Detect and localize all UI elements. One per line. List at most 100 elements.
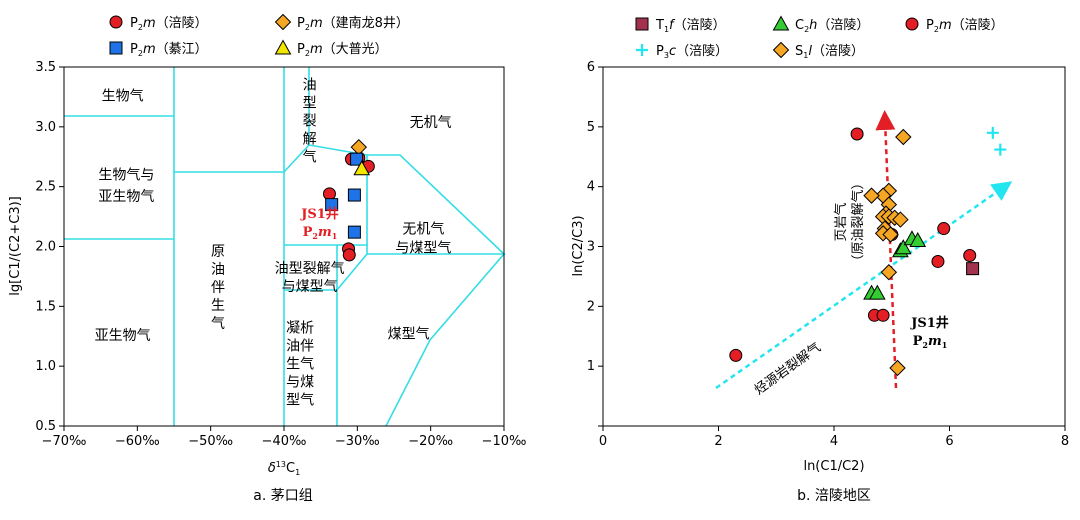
b-legend-marker — [772, 15, 790, 31]
axes-a: −70‰ −60‰ −50‰ −40‰ −30‰ −20‰ −10‰ 0.5 1.0 1.5 2.0… — [35, 60, 526, 449]
b-data-point — [880, 264, 898, 281]
b-data-point — [863, 187, 880, 204]
b-data-point — [882, 226, 899, 243]
annotation-a-line1: JS1井 — [300, 206, 339, 222]
b-legend-marker — [905, 17, 919, 31]
axes-b: 0 2 4 6 8 1 2 3 4 5 6 — [587, 60, 1069, 449]
source-rock-trend-arrow — [715, 181, 1013, 390]
b-y-tick-label: 5 — [587, 120, 595, 135]
a-legend-marker — [274, 13, 292, 31]
b-x-tick-label: 2 — [714, 434, 722, 449]
a-x-tick-label: −40‰ — [262, 434, 307, 449]
boundary-inorganic-3 — [367, 154, 507, 255]
a-x-tick-label: −60‰ — [115, 434, 160, 449]
region-label: 生物气 — [102, 89, 144, 105]
legend-a: P2m（涪陵） P2m（建南龙8井） P2m（綦江） P2m（大普光） — [109, 13, 409, 58]
region-label: 油型裂解气 — [275, 261, 345, 277]
a-legend-marker — [274, 39, 292, 55]
a-data-point — [342, 248, 356, 262]
b-data-point — [931, 254, 945, 268]
region-label: 与煤型气 — [282, 279, 338, 295]
b-data-point — [892, 211, 909, 228]
a-x-tick-label: −30‰ — [335, 434, 380, 449]
a-legend-label: P2m（建南龙8井） — [297, 15, 409, 32]
boundary-coal-diag — [336, 253, 368, 291]
b-data-point — [937, 222, 951, 236]
a-y-tick-label: 1.0 — [35, 359, 56, 374]
b-y-tick-label: 3 — [587, 240, 595, 255]
b-data-point — [966, 262, 980, 276]
b-data-point — [963, 248, 977, 262]
region-label: 无机气 — [402, 221, 444, 237]
b-legend-label: P2m（涪陵） — [926, 18, 1004, 34]
b-legend-marker — [636, 44, 648, 56]
a-legend-marker — [109, 15, 123, 29]
a-x-tick-label: −50‰ — [188, 434, 233, 449]
a-y-tick-label: 0.5 — [35, 419, 56, 434]
region-label: 裂 — [303, 114, 317, 130]
b-y-tick-label: 1 — [587, 359, 595, 374]
y-axis-label-a: lg[C1/(C2+C3)] — [8, 196, 23, 295]
a-data-point — [347, 188, 361, 202]
b-legend-label: S1l（涪陵） — [795, 44, 864, 60]
trend-label-kerogen: 页岩气 — [833, 202, 849, 241]
b-data-point — [909, 231, 927, 248]
a-x-tick-label: −10‰ — [482, 434, 527, 449]
region-boundaries — [64, 67, 507, 427]
b-x-tick-label: 8 — [1061, 434, 1069, 449]
region-label: 气 — [211, 316, 225, 332]
region-label: 伴 — [211, 280, 225, 296]
b-legend-marker — [635, 17, 649, 31]
b-x-tick-label: 0 — [599, 434, 607, 449]
b-data-point — [986, 126, 999, 139]
b-data-point — [868, 284, 886, 300]
b-data-point — [894, 239, 912, 255]
b-data-point — [850, 127, 864, 141]
a-y-tick-label: 2.0 — [35, 240, 56, 255]
a-y-tick-label: 2.5 — [35, 180, 56, 195]
panel-a: −70‰ −60‰ −50‰ −40‰ −30‰ −20‰ −10‰ 0.5 1.0 1.5 2.0… — [8, 13, 526, 504]
a-data-point — [325, 198, 339, 212]
a-y-tick-label: 1.5 — [35, 299, 56, 314]
b-x-tick-label: 6 — [945, 434, 953, 449]
b-legend-label: C2h（涪陵） — [795, 18, 869, 34]
b-y-tick-label: 2 — [587, 299, 595, 314]
b-y-tick-label: 4 — [587, 180, 595, 195]
region-label: 型气 — [286, 392, 314, 408]
region-label: 生 — [211, 298, 225, 314]
b-legend-label: P3c（涪陵） — [656, 44, 728, 60]
y-axis-label-b: ln(C2/C3) — [571, 215, 586, 276]
a-data-point — [350, 152, 364, 166]
b-y-tick-label: 6 — [587, 60, 595, 75]
b-data-point — [994, 143, 1007, 156]
region-label: 无机气 — [410, 115, 452, 131]
annotation-b-line2: P2m1 — [913, 334, 948, 350]
region-label: 凝析 — [286, 321, 314, 337]
a-legend-label: P2m（大普光） — [297, 42, 388, 58]
points-b — [729, 126, 1007, 377]
a-y-tick-label: 3.0 — [35, 120, 56, 135]
a-legend-label: P2m（涪陵） — [130, 16, 208, 32]
a-y-tick-label: 3.5 — [35, 60, 56, 75]
annotation-b-line1: JS1井 — [910, 315, 949, 331]
a-legend-marker — [109, 41, 123, 55]
b-x-tick-label: 4 — [830, 434, 838, 449]
points-a — [322, 138, 375, 262]
region-label: 亚生物气 — [95, 328, 151, 344]
region-label: 解 — [303, 132, 317, 148]
region-label: 油伴 — [286, 339, 314, 355]
a-x-tick-label: −70‰ — [42, 434, 87, 449]
a-legend-label: P2m（綦江） — [130, 42, 208, 58]
b-legend-label: T1f（涪陵） — [655, 18, 726, 34]
legend-b: T1f（涪陵） C2h（涪陵） P2m（涪陵） P3c（涪陵） S1l（涪陵） — [635, 15, 1004, 60]
b-data-point — [729, 348, 743, 362]
trend-label-kerogen-2: （原油裂解气） — [850, 176, 866, 267]
x-axis-label-b: ln(C1/C2) — [803, 459, 864, 474]
annotation-a-line2: P2m1 — [303, 225, 338, 241]
region-label: 生物气与 — [98, 167, 154, 183]
a-data-point — [322, 187, 336, 201]
boundary-oil-cracking-base — [284, 244, 338, 291]
b-data-point — [876, 308, 890, 322]
a-data-point — [347, 225, 361, 239]
